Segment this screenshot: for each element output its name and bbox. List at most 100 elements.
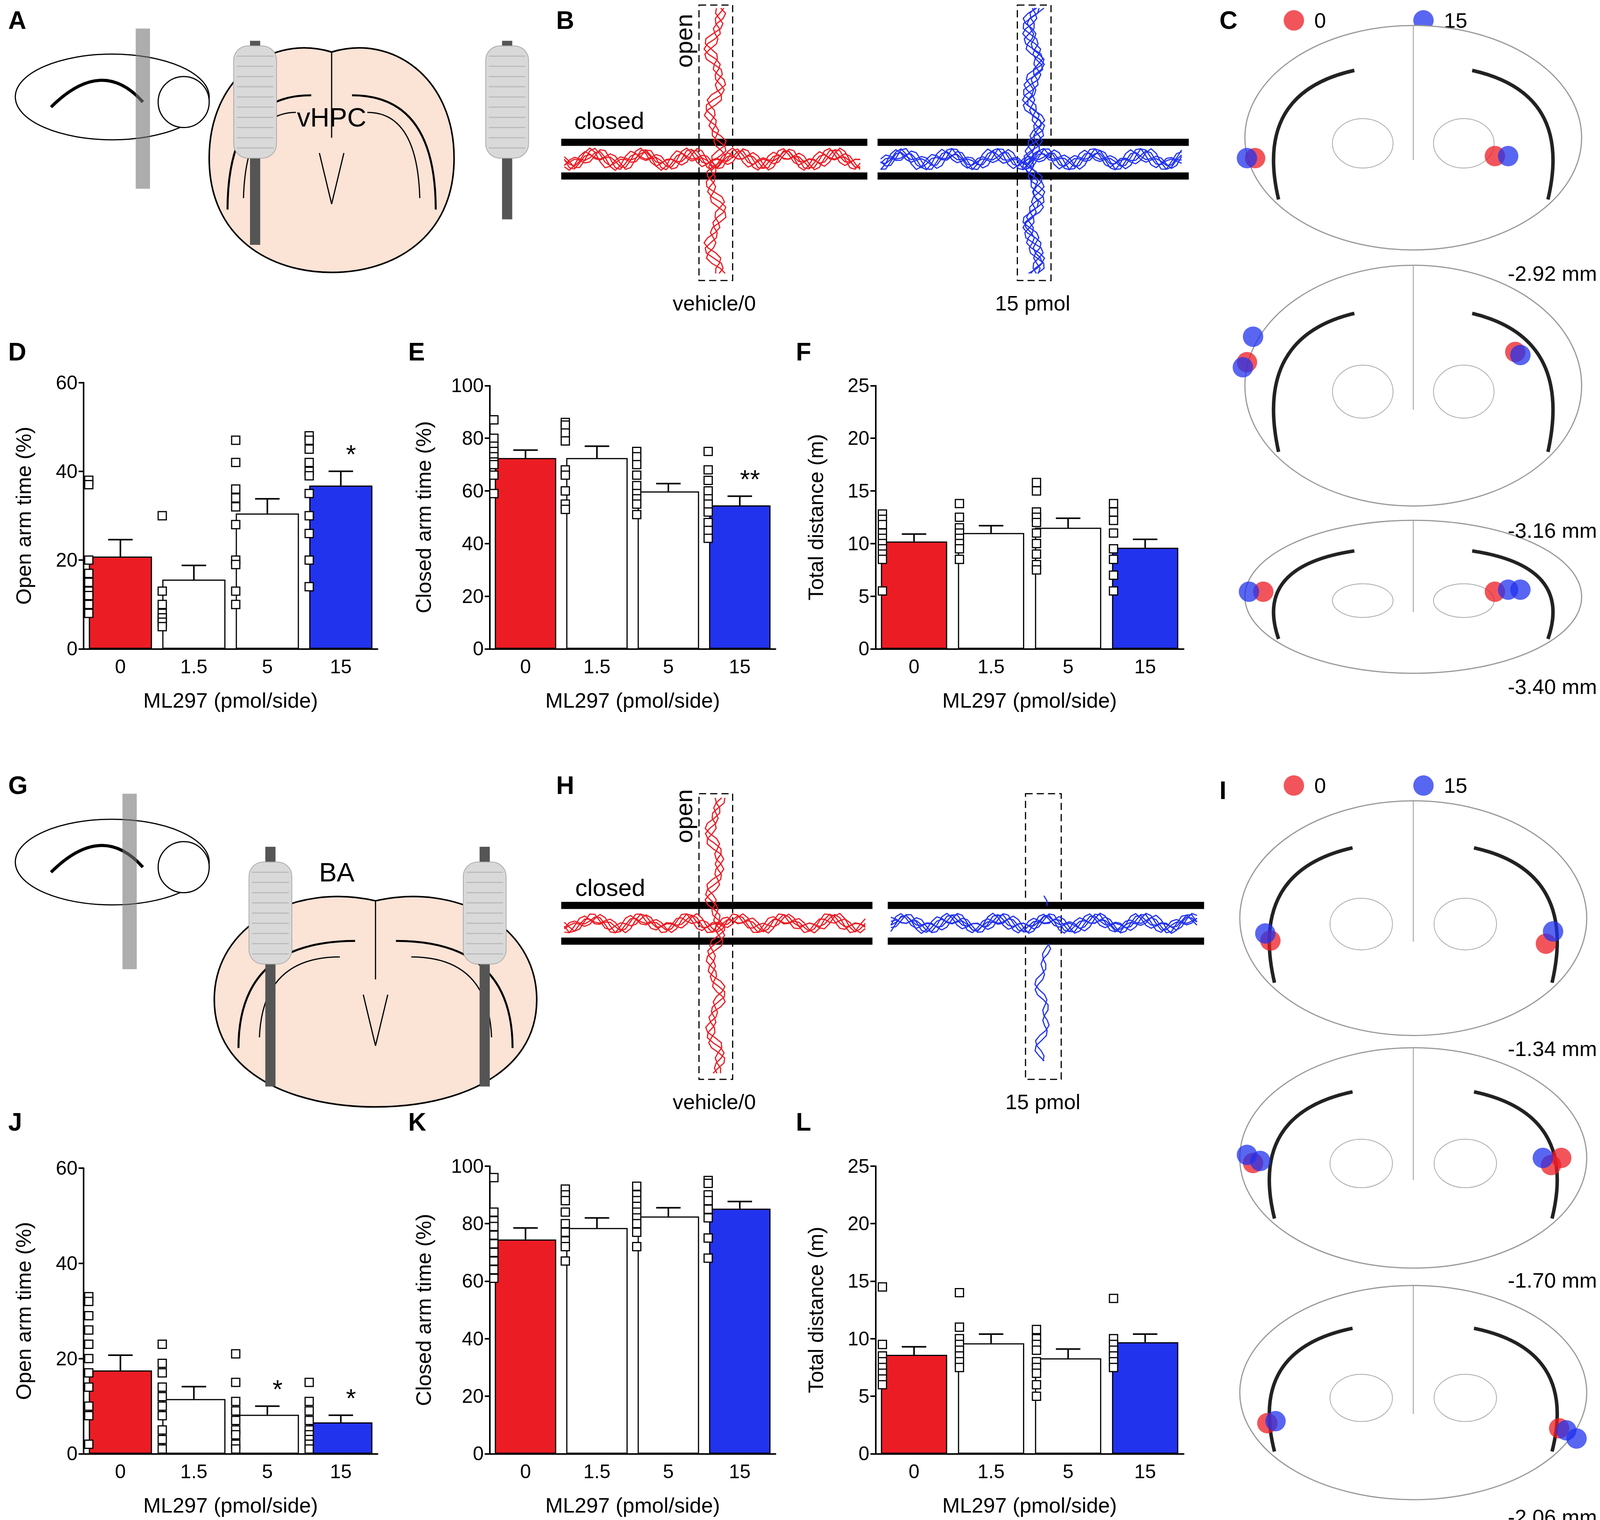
svg-text:**: **	[739, 464, 760, 494]
svg-text:0: 0	[472, 637, 484, 660]
svg-text:BA: BA	[319, 857, 355, 888]
svg-text:5: 5	[1062, 1460, 1074, 1483]
svg-text:vHPC: vHPC	[296, 102, 367, 133]
svg-text:10: 10	[847, 1328, 870, 1350]
svg-text:vehicle/0: vehicle/0	[672, 1090, 756, 1114]
svg-text:F: F	[796, 337, 812, 367]
svg-text:closed: closed	[575, 874, 646, 902]
svg-text:-2.06 mm: -2.06 mm	[1507, 1505, 1597, 1520]
svg-text:open: open	[670, 789, 698, 844]
svg-text:E: E	[408, 337, 425, 367]
svg-text:40: 40	[462, 532, 484, 555]
svg-text:1.5: 1.5	[180, 1460, 208, 1483]
svg-text:Total distance (m): Total distance (m)	[803, 433, 828, 601]
svg-text:*: *	[346, 1383, 357, 1413]
svg-text:15: 15	[847, 1270, 870, 1293]
svg-text:40: 40	[55, 460, 78, 483]
svg-text:ML297 (pmol/side): ML297 (pmol/side)	[942, 688, 1117, 713]
svg-text:40: 40	[55, 1252, 78, 1275]
svg-text:15: 15	[330, 655, 352, 678]
svg-text:0: 0	[858, 637, 870, 660]
svg-text:0: 0	[114, 655, 126, 678]
svg-text:80: 80	[462, 1212, 484, 1235]
svg-text:5: 5	[858, 1385, 870, 1408]
svg-text:closed: closed	[574, 107, 645, 134]
svg-text:0: 0	[66, 637, 78, 660]
svg-text:80: 80	[462, 427, 484, 450]
svg-text:ML297 (pmol/side): ML297 (pmol/side)	[942, 1493, 1117, 1518]
svg-text:5: 5	[662, 1460, 674, 1483]
svg-text:0: 0	[908, 1460, 920, 1483]
svg-text:I: I	[1219, 776, 1227, 805]
svg-text:D: D	[8, 337, 27, 367]
svg-text:A: A	[8, 6, 27, 35]
svg-text:60: 60	[55, 1157, 78, 1180]
svg-text:0: 0	[1314, 8, 1327, 33]
svg-text:20: 20	[462, 1385, 484, 1408]
svg-text:Closed arm time (%): Closed arm time (%)	[411, 1214, 436, 1407]
svg-text:0: 0	[519, 1460, 531, 1483]
svg-text:-1.34 mm: -1.34 mm	[1507, 1037, 1597, 1061]
svg-text:0: 0	[858, 1442, 870, 1465]
svg-text:0: 0	[66, 1442, 78, 1465]
svg-text:L: L	[796, 1108, 812, 1137]
svg-text:20: 20	[847, 427, 870, 450]
svg-text:5: 5	[662, 655, 674, 678]
svg-text:B: B	[556, 6, 575, 35]
svg-text:-2.92 mm: -2.92 mm	[1507, 261, 1597, 286]
svg-text:0: 0	[519, 655, 531, 678]
svg-text:20: 20	[462, 585, 484, 608]
svg-text:J: J	[8, 1108, 23, 1137]
svg-text:ML297 (pmol/side): ML297 (pmol/side)	[143, 688, 318, 713]
svg-text:15: 15	[1443, 773, 1468, 798]
svg-text:*: *	[346, 439, 357, 469]
svg-text:0: 0	[472, 1442, 484, 1465]
svg-text:15: 15	[728, 1460, 751, 1483]
svg-text:100: 100	[451, 374, 484, 397]
svg-text:20: 20	[55, 549, 78, 572]
svg-text:1.5: 1.5	[977, 655, 1005, 678]
svg-text:ML297 (pmol/side): ML297 (pmol/side)	[545, 1493, 720, 1518]
svg-text:5: 5	[262, 1460, 274, 1483]
svg-text:-1.70 mm: -1.70 mm	[1507, 1268, 1597, 1293]
svg-text:-3.16 mm: -3.16 mm	[1507, 518, 1597, 543]
svg-text:0: 0	[1314, 773, 1327, 798]
svg-text:60: 60	[462, 480, 484, 502]
svg-text:25: 25	[847, 1155, 870, 1178]
svg-text:1.5: 1.5	[180, 655, 208, 678]
svg-text:1.5: 1.5	[583, 655, 611, 678]
svg-text:15: 15	[1134, 1460, 1157, 1483]
svg-text:Open arm time (%): Open arm time (%)	[11, 426, 36, 605]
svg-text:20: 20	[55, 1348, 78, 1370]
svg-text:20: 20	[847, 1212, 870, 1235]
svg-text:Open arm time (%): Open arm time (%)	[11, 1222, 36, 1401]
svg-text:0: 0	[908, 655, 920, 678]
svg-text:G: G	[8, 771, 28, 800]
svg-text:10: 10	[847, 532, 870, 555]
svg-text:5: 5	[1062, 655, 1074, 678]
svg-text:15 pmol: 15 pmol	[995, 291, 1071, 315]
svg-text:15: 15	[728, 655, 751, 678]
svg-text:0: 0	[114, 1460, 126, 1483]
svg-text:vehicle/0: vehicle/0	[672, 291, 756, 315]
svg-text:Closed arm time (%): Closed arm time (%)	[411, 421, 436, 614]
svg-text:5: 5	[262, 655, 274, 678]
svg-text:1.5: 1.5	[583, 1460, 611, 1483]
svg-text:15 pmol: 15 pmol	[1005, 1090, 1081, 1114]
svg-text:Total distance (m): Total distance (m)	[803, 1226, 828, 1394]
svg-text:25: 25	[847, 374, 870, 397]
svg-text:15: 15	[330, 1460, 352, 1483]
svg-text:60: 60	[55, 371, 78, 394]
svg-text:open: open	[670, 14, 698, 68]
svg-text:40: 40	[462, 1328, 484, 1350]
svg-text:1.5: 1.5	[977, 1460, 1005, 1483]
svg-text:ML297 (pmol/side): ML297 (pmol/side)	[545, 688, 720, 713]
svg-text:-3.40 mm: -3.40 mm	[1507, 675, 1597, 699]
svg-text:K: K	[408, 1108, 427, 1137]
svg-text:15: 15	[847, 480, 870, 502]
svg-text:C: C	[1219, 6, 1238, 35]
svg-text:15: 15	[1134, 655, 1157, 678]
svg-text:*: *	[272, 1375, 283, 1404]
svg-text:100: 100	[451, 1155, 484, 1178]
svg-text:60: 60	[462, 1270, 484, 1293]
